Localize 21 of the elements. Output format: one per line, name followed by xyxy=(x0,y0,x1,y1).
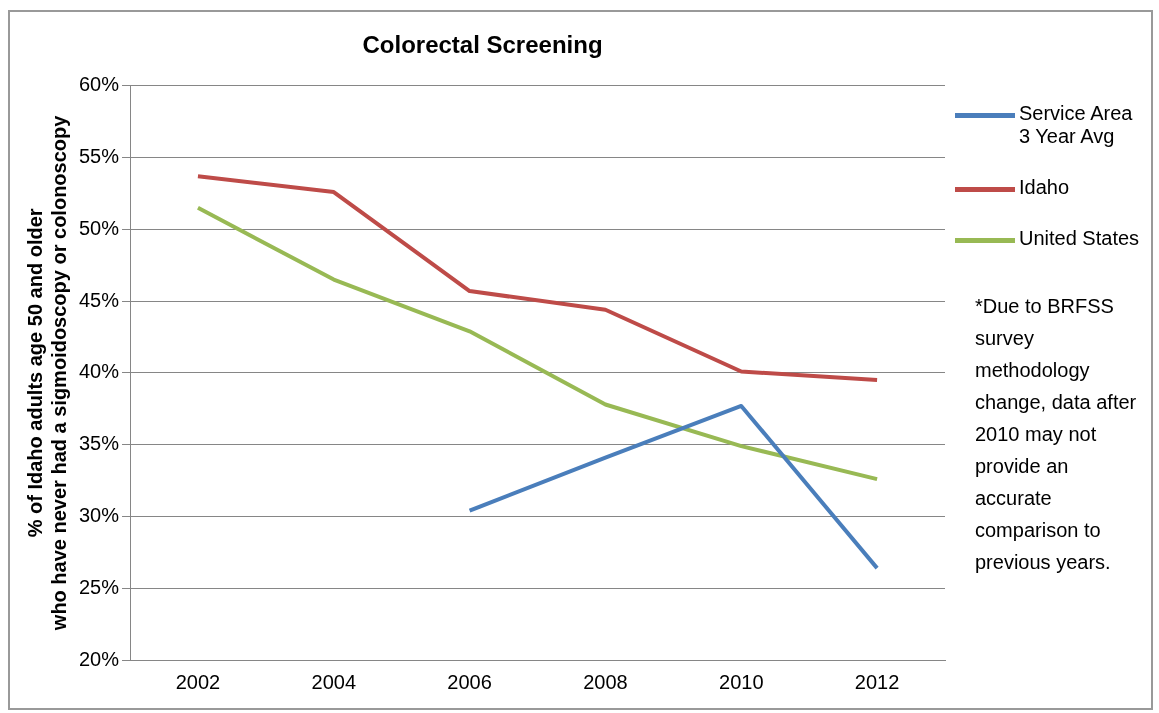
legend-label: Idaho xyxy=(1019,176,1070,199)
y-tick-label: 20% xyxy=(79,647,120,670)
y-tick-label: 25% xyxy=(79,575,120,598)
legend-label: United States xyxy=(1019,227,1140,250)
y-tick-label: 45% xyxy=(79,288,120,311)
x-tick-label: 2002 xyxy=(175,670,221,693)
y-tick-label: 50% xyxy=(79,216,120,239)
y-tick-label: 60% xyxy=(79,73,120,96)
y-tick-label: 35% xyxy=(79,432,120,455)
chart-title: Colorectal Screening xyxy=(362,31,603,59)
x-tick-label: 2006 xyxy=(447,670,492,693)
y-axis-title: % of Idaho adults age 50 and older who have never had a sigmoidoscopy or colonoscopy xyxy=(23,114,70,632)
text: *Due to BRFSS survey methodology change, data after 2010 may not provide an accurate comparison to previous years. xyxy=(975,295,1137,573)
x-tick-label: 2004 xyxy=(311,670,357,693)
legend-label: Service Area 3 Year Avg xyxy=(1019,102,1134,148)
y-tick-label: 30% xyxy=(79,503,120,526)
x-tick-label: 2008 xyxy=(583,670,628,693)
y-tick-label: 55% xyxy=(79,145,120,168)
y-tick-label: 40% xyxy=(79,360,120,383)
x-tick-label: 2012 xyxy=(854,670,900,693)
x-tick-label: 2010 xyxy=(719,670,764,693)
